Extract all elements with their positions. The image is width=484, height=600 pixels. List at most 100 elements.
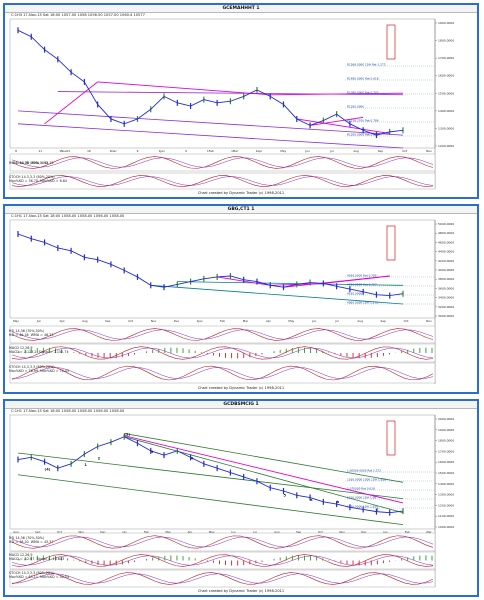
fib-line bbox=[296, 118, 390, 134]
chart-credit: Chart created by Dynamic Trader (c) 1998… bbox=[197, 386, 285, 390]
price-tick-label: 2000.0000 bbox=[438, 417, 454, 421]
time-tick-label: Nov bbox=[78, 530, 84, 534]
time-tick-label: 1Jan bbox=[159, 149, 165, 153]
time-tick-label: Oct bbox=[404, 319, 410, 323]
time-tick-label: Dec bbox=[361, 530, 367, 534]
trend-line bbox=[124, 436, 404, 514]
level-note: R1380.0000 Rat 0.707 bbox=[347, 90, 379, 94]
price-tick-label: 3600.0000 bbox=[438, 286, 454, 290]
ohlc-readout: C:1H1 17-Nov-15 Sat 18:00 1058.00 1058.0… bbox=[11, 214, 125, 218]
price-tick-label: 1700.0000 bbox=[438, 449, 454, 453]
time-tick-label: Oct bbox=[318, 530, 324, 534]
time-tick-label: 1Jan bbox=[197, 319, 203, 323]
price-tick-label: 1200.0000 bbox=[438, 144, 454, 148]
wave-label: 1 bbox=[84, 463, 87, 467]
wave-label: 5 bbox=[284, 493, 287, 497]
time-tick-label: Jan bbox=[122, 530, 128, 534]
level-note: R1260.0000 bbox=[347, 104, 364, 108]
wave-label: 3 bbox=[151, 450, 154, 454]
time-tick-label: Jul bbox=[335, 319, 340, 323]
price-tick-label: 3000.0000 bbox=[438, 314, 454, 318]
time-tick-label: Sep bbox=[380, 319, 385, 323]
price-area-frame bbox=[9, 219, 436, 319]
time-tick-label: Jun bbox=[36, 319, 42, 323]
price-tick-label: 1500.0000 bbox=[438, 91, 454, 95]
price-area-frame bbox=[9, 18, 436, 149]
price-series-line bbox=[17, 436, 404, 514]
rsi-label: RSI 14,36 (70%,30%) bbox=[9, 536, 45, 540]
chart-panel-1: GCEMAHHHT 1 C:1H3 17-Nov-15 Sat 18:00 10… bbox=[3, 3, 479, 199]
time-tick-label: Feb bbox=[405, 530, 410, 534]
panel-titlebar: GCEMAHHHT 1 bbox=[5, 5, 477, 13]
chart-title: GBG,CT1 1 bbox=[227, 207, 255, 212]
level-note: R1216.2700 Rat 0.786 bbox=[347, 118, 379, 122]
time-tick-label: Aug bbox=[357, 319, 363, 323]
level-note: 1160.0000 1000 1DH 1.618 bbox=[347, 477, 386, 481]
price-tick-label: 1300.0000 bbox=[438, 126, 454, 130]
time-tick-label: Apr bbox=[187, 530, 193, 534]
price-tick-label: 4000.0000 bbox=[438, 268, 454, 272]
price-tick-label: 5000.0000 bbox=[438, 222, 454, 226]
time-tick-label: Feb bbox=[144, 530, 149, 534]
time-tick-label: Dec bbox=[100, 530, 106, 534]
indicator-line bbox=[11, 175, 434, 187]
price-tick-label: 1400.0000 bbox=[438, 109, 454, 113]
fib-line bbox=[97, 81, 271, 96]
indicator-signal-line bbox=[11, 157, 434, 168]
time-tick-label: Mar bbox=[243, 319, 249, 323]
trend-line bbox=[177, 281, 404, 286]
price-chart-1[interactable]: 1900.0000 1800.0000 1700.0000 1600.0000 1500… bbox=[5, 5, 477, 197]
wave-label: 4 bbox=[191, 457, 194, 461]
time-tick-label: Aug bbox=[82, 319, 88, 323]
chart-panel-2: GBG,CT1 1 C:1H1 17-Nov-15 Sat 18:00 1058… bbox=[3, 204, 479, 394]
time-tick-label: May bbox=[13, 319, 19, 323]
price-tick-label: 4400.0000 bbox=[438, 250, 454, 254]
chart-credit: Chart created by Dynamic Trader (c) 1998… bbox=[197, 191, 285, 195]
level-note: R1568.0000 1DH Rat 1.272 bbox=[347, 62, 386, 66]
indicator-signal-line bbox=[11, 555, 434, 566]
stoch-label: STOCH 14,3,3,3 (80%,20%) bbox=[9, 365, 55, 369]
time-tick-label: 1Feb bbox=[207, 149, 214, 153]
panel-titlebar: GCDBSMCIG 1 bbox=[5, 401, 477, 409]
time-tick-label: Aug bbox=[274, 530, 280, 534]
stoch-values: Mov%KD = 36.70 Mov%KD = 8.84 bbox=[9, 179, 67, 183]
time-tick-label: May bbox=[280, 149, 286, 153]
indicator-pane bbox=[9, 172, 436, 190]
price-chart-3[interactable]: 2000.0000 1900.0000 1800.0000 1700.0000 1600… bbox=[5, 401, 477, 595]
time-tick-label: 1Apr bbox=[256, 149, 263, 153]
fib-line bbox=[124, 435, 404, 504]
ohlc-readout: C:1H3 17-Nov-15 Sat 18:00 1057.00 1058 1… bbox=[11, 13, 145, 17]
indicator-pane bbox=[9, 569, 436, 588]
trend-line bbox=[17, 452, 404, 499]
macd-values: MACD = -1123.2 Signal = -1152.7 bbox=[9, 350, 67, 354]
fib-line bbox=[310, 116, 364, 126]
time-tick-label: Mar bbox=[166, 530, 172, 534]
wave-label: 2 bbox=[98, 457, 101, 461]
ohlc-readout: C:1H1 17-Nov-15 Sat 18:00 1058.00 1058.0… bbox=[11, 409, 125, 413]
indicator-signal-line bbox=[11, 367, 434, 379]
price-tick-label: 1000.0000 bbox=[438, 525, 454, 529]
time-tick-label: 1Jul bbox=[59, 319, 64, 323]
level-note: R1200.0000 Rat 0.618 bbox=[347, 132, 379, 136]
time-tick-label: 1Mar bbox=[231, 149, 239, 153]
time-tick-label: 1Nov0d bbox=[59, 149, 70, 153]
price-tick-label: 1900.0000 bbox=[438, 21, 454, 25]
price-tick-label: 1900.0000 bbox=[438, 428, 454, 432]
price-chart-2[interactable]: 5000.0000 4800.0000 4600.0000 4400.0000 4200… bbox=[5, 206, 477, 392]
time-tick-label: Sep bbox=[296, 530, 301, 534]
price-tick-label: 3200.0000 bbox=[438, 305, 454, 309]
stoch-label: STOCH 14,3,3,3 (80%,20%) bbox=[9, 175, 55, 179]
level-note: R1480.0000 Rat 0.618 bbox=[347, 76, 379, 80]
indicator-signal-line bbox=[11, 347, 434, 359]
time-tick-label: 8 bbox=[15, 149, 17, 153]
fib-line bbox=[323, 275, 390, 284]
time-tick-label: Aug bbox=[13, 530, 19, 534]
price-tick-label: 1300.0000 bbox=[438, 493, 454, 497]
time-tick-label: Dec bbox=[174, 319, 180, 323]
price-series-line bbox=[17, 29, 404, 136]
indicator-signal-line bbox=[11, 536, 434, 548]
stoch-label: STOCH 14,3,3,3 (80%,20%) bbox=[9, 571, 55, 575]
time-tick-label: Apr bbox=[266, 319, 272, 323]
price-tick-label: 1600.0000 bbox=[438, 460, 454, 464]
time-tick-label: Aug bbox=[353, 149, 359, 153]
